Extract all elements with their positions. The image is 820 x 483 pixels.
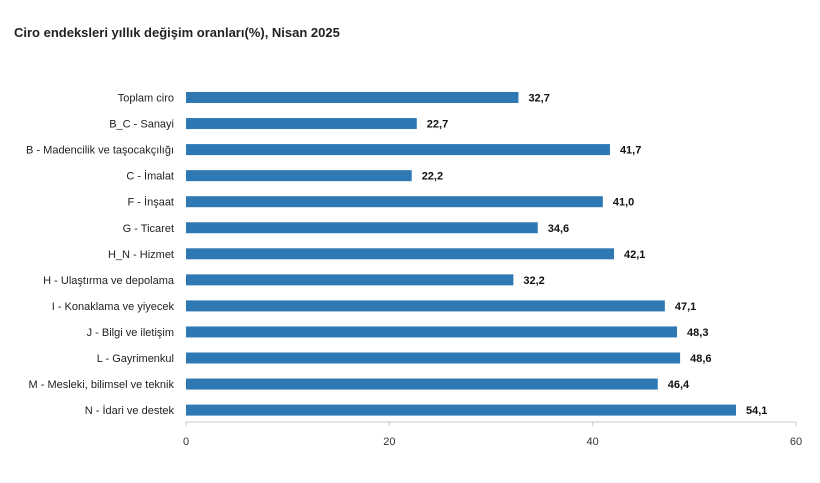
category-label: B - Madencilik ve taşocakçılığı <box>26 145 174 157</box>
bar <box>186 274 514 286</box>
x-tick-label: 60 <box>790 436 802 448</box>
bar <box>186 352 681 364</box>
chart-title: Ciro endeksleri yıllık değişim oranları(… <box>14 25 340 40</box>
x-tick-label: 40 <box>587 436 599 448</box>
category-label: C - İmalat <box>126 170 174 183</box>
category-label: I - Konaklama ve yiyecek <box>52 301 175 313</box>
bar <box>186 326 678 338</box>
category-label: M - Mesleki, bilimsel ve teknik <box>29 379 175 391</box>
data-label: 41,7 <box>620 145 641 157</box>
bar <box>186 170 412 182</box>
category-label: G - Ticaret <box>123 223 174 235</box>
data-label: 22,2 <box>422 171 443 183</box>
bar <box>186 92 519 103</box>
data-label: 32,7 <box>528 93 549 105</box>
data-label: 48,3 <box>687 327 708 339</box>
data-label: 54,1 <box>746 405 767 417</box>
x-tick-label: 0 <box>183 436 189 448</box>
bar <box>186 404 737 416</box>
data-label: 22,7 <box>427 119 448 131</box>
bar <box>186 196 603 208</box>
bar <box>186 378 658 390</box>
data-label: 48,6 <box>690 353 711 365</box>
category-label: H_N - Hizmet <box>108 249 174 261</box>
category-label: H - Ulaştırma ve depolama <box>43 275 175 287</box>
x-tick-label: 20 <box>383 436 395 448</box>
category-label: J - Bilgi ve iletişim <box>87 327 174 339</box>
category-label: N - İdari ve destek <box>85 404 175 417</box>
bar <box>186 300 665 312</box>
category-label: F - İnşaat <box>128 196 174 209</box>
category-label: B_C - Sanayi <box>109 119 174 131</box>
data-label: 46,4 <box>668 379 690 391</box>
data-label: 47,1 <box>675 301 696 313</box>
bar <box>186 222 538 234</box>
bar <box>186 144 610 156</box>
data-label: 34,6 <box>548 223 569 235</box>
category-label: L - Gayrimenkul <box>97 353 174 365</box>
category-label: Toplam ciro <box>118 93 174 105</box>
bar <box>186 118 417 130</box>
data-label: 41,0 <box>613 197 634 209</box>
data-label: 32,2 <box>523 275 544 287</box>
bar <box>186 248 615 260</box>
data-label: 42,1 <box>624 249 645 261</box>
